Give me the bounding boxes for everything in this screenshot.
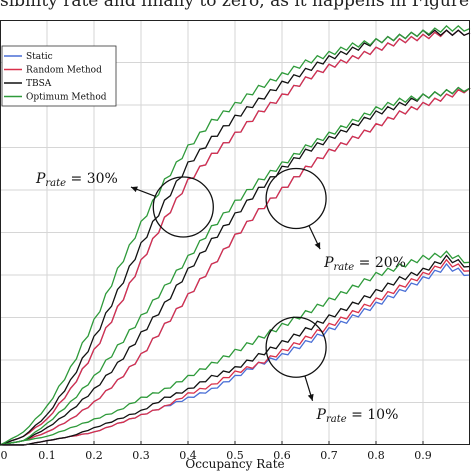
legend-item-label: Optimum Method bbox=[26, 93, 107, 103]
annotation-label: Prate = 30% bbox=[35, 171, 118, 189]
x-tick-label: 0 bbox=[1, 449, 8, 462]
caption-text: sibility rate and finally to zero, as it… bbox=[0, 0, 474, 11]
series-line-20pct-random-method bbox=[0, 87, 471, 446]
annotation-label-sub: rate bbox=[45, 178, 66, 189]
annotation-circle bbox=[265, 316, 327, 378]
annotation-label-sub: rate bbox=[326, 414, 347, 425]
annotation-label-eq: = 20% bbox=[354, 255, 406, 271]
annotation-arrowhead bbox=[130, 186, 138, 193]
series-line-10pct-random-method bbox=[0, 258, 471, 446]
annotation-circle bbox=[152, 176, 214, 238]
series-line-10pct-tbsa bbox=[0, 254, 471, 446]
annotation-arrowhead bbox=[307, 393, 314, 401]
x-tick-label: 0.2 bbox=[85, 449, 103, 462]
x-tick-label: 0.6 bbox=[273, 449, 291, 462]
annotation-label: Prate = 10% bbox=[316, 407, 399, 425]
annotation-label-eq: = 10% bbox=[347, 407, 399, 423]
series-line-30pct-random-method bbox=[0, 29, 471, 446]
series-line-10pct-optimum-method bbox=[0, 250, 471, 446]
x-tick-label: 0.3 bbox=[132, 449, 150, 462]
annotation-label-main: P bbox=[35, 171, 46, 187]
x-tick-label: 0.9 bbox=[414, 449, 432, 462]
series-line-30pct-optimum-method bbox=[0, 24, 471, 446]
legend-item-label: Random Method bbox=[26, 66, 102, 76]
series-layer bbox=[0, 24, 471, 446]
annotation-arrowhead bbox=[314, 242, 321, 250]
series-line-20pct-tbsa bbox=[0, 86, 471, 446]
x-axis-label: Occupancy Rate bbox=[185, 457, 284, 471]
caption-strip: sibility rate and finally to zero, as it… bbox=[0, 0, 474, 22]
annotation-label-main: P bbox=[316, 407, 327, 423]
x-ticks: 0 0.1 0.2 0.3 0.4 0.5 0.6 0.7 0.8 0.9 bbox=[0, 441, 432, 462]
annotation-label: Prate = 20% bbox=[323, 255, 406, 273]
annotation-circle bbox=[265, 167, 327, 230]
x-tick-label: 0.8 bbox=[367, 449, 385, 462]
annotation-label-eq: = 30% bbox=[66, 171, 118, 187]
x-tick-label: 0.4 bbox=[179, 449, 197, 462]
x-tick-label: 0.7 bbox=[320, 449, 338, 462]
x-tick-label: 0.1 bbox=[38, 449, 56, 462]
legend-item-label: Static bbox=[26, 52, 53, 62]
annotations-layer: Prate = 30%Prate = 20%Prate = 10% bbox=[35, 167, 406, 425]
caption-body: sibility rate and finally to zero, as it… bbox=[0, 0, 474, 11]
legend: Static Random Method TBSA Optimum Method bbox=[1, 45, 117, 107]
x-tick-label: 0.5 bbox=[226, 449, 244, 462]
series-line-20pct-optimum-method bbox=[0, 86, 471, 446]
annotation-label-sub: rate bbox=[334, 262, 355, 273]
annotation-label-main: P bbox=[323, 255, 334, 271]
legend-item-label: TBSA bbox=[26, 79, 52, 89]
